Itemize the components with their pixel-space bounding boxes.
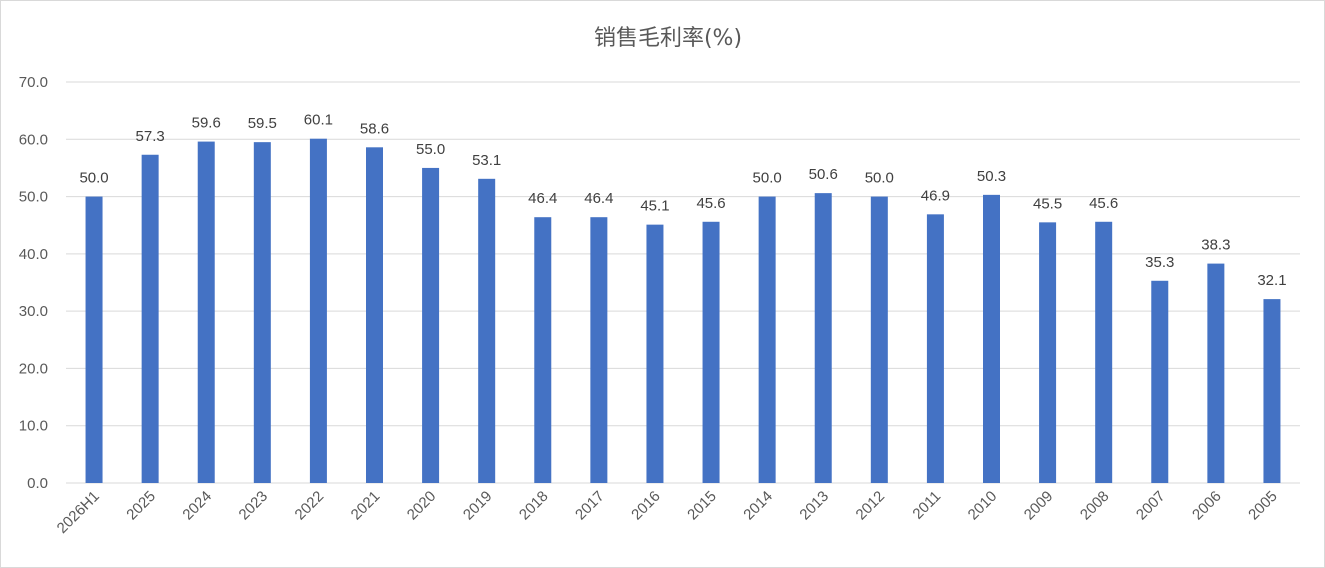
data-label: 45.5 [1033, 195, 1062, 212]
x-tick-label: 2015 [684, 488, 720, 524]
bar [1095, 221, 1113, 483]
bar [1039, 222, 1057, 483]
x-tick-label: 2017 [572, 488, 608, 524]
y-tick-label: 10.0 [19, 418, 48, 435]
x-axis-ticks: 2026H1 2025 2024 2023 2022 2021 2020 2019 2018 20… [54, 488, 1281, 537]
bar [1207, 263, 1225, 483]
bar [983, 194, 1000, 484]
x-tick-label: 2018 [516, 488, 552, 524]
data-label: 46.4 [528, 190, 557, 207]
x-tick-label: 2007 [1133, 488, 1169, 524]
y-tick-label: 30.0 [19, 303, 48, 320]
x-tick-label: 2008 [1077, 488, 1113, 524]
x-tick-label: 2006 [1189, 488, 1225, 524]
y-tick-label: 60.0 [19, 131, 48, 148]
bar [1151, 280, 1169, 483]
bar [197, 141, 215, 483]
data-label: 50.0 [753, 170, 782, 187]
data-label: 46.4 [584, 190, 613, 207]
y-tick-label: 50.0 [19, 189, 48, 206]
bar [814, 193, 832, 484]
bar [1263, 299, 1281, 483]
y-axis-ticks: 0.0 10.0 20.0 30.0 40.0 50.0 60.0 70.0 [19, 74, 48, 492]
bar [422, 167, 440, 483]
gridlines [66, 81, 1300, 484]
x-tick-label: 2016 [628, 488, 664, 524]
data-label: 50.0 [865, 170, 894, 187]
x-tick-label: 2014 [740, 488, 776, 524]
x-tick-label: 2009 [1021, 488, 1057, 524]
bar [253, 142, 271, 483]
data-label: 59.6 [192, 115, 221, 132]
data-label: 45.6 [696, 195, 725, 212]
bar [926, 214, 944, 483]
x-tick-label: 2010 [965, 488, 1001, 524]
x-tick-label: 2012 [853, 488, 889, 524]
x-tick-label: 2022 [292, 488, 328, 524]
x-tick-label: 2021 [348, 488, 384, 524]
data-labels: 50.0 57.3 59.6 59.5 60.1 58.6 55.0 53.1 46.4 46.4… [79, 112, 1286, 289]
data-label: 50.0 [79, 170, 108, 187]
data-label: 35.3 [1145, 254, 1174, 271]
data-label: 55.0 [416, 141, 445, 158]
bar [85, 196, 103, 484]
data-label: 58.6 [360, 120, 389, 137]
x-tick-label: 2011 [909, 488, 944, 523]
data-label: 45.6 [1089, 195, 1118, 212]
bar [534, 217, 552, 484]
y-tick-label: 0.0 [27, 475, 48, 492]
x-tick-label: 2024 [179, 488, 215, 524]
data-label: 38.3 [1201, 237, 1230, 254]
x-tick-label: 2013 [796, 488, 832, 524]
y-tick-label: 70.0 [19, 74, 48, 91]
bar [702, 221, 720, 483]
data-label: 60.1 [304, 112, 333, 129]
bar [646, 224, 664, 484]
bars [85, 138, 1281, 484]
bar [590, 217, 608, 484]
bar [870, 196, 888, 484]
y-tick-label: 40.0 [19, 246, 48, 263]
data-label: 50.3 [977, 168, 1006, 185]
data-label: 32.1 [1257, 272, 1286, 289]
chart-title: 销售毛利率(%) [594, 26, 742, 51]
data-label: 45.1 [640, 198, 669, 215]
data-label: 53.1 [472, 152, 501, 169]
data-label: 46.9 [921, 187, 950, 204]
bar [478, 178, 496, 483]
data-label: 59.5 [248, 115, 277, 132]
data-label: 50.6 [809, 166, 838, 183]
bar [758, 196, 776, 484]
bar [309, 138, 327, 483]
x-tick-label: 2025 [123, 488, 159, 524]
y-tick-label: 20.0 [19, 360, 48, 377]
data-label: 57.3 [136, 128, 165, 145]
x-tick-label: 2026H1 [54, 488, 103, 537]
x-tick-label: 2020 [404, 488, 440, 524]
x-tick-label: 2019 [460, 488, 496, 524]
x-tick-label: 2005 [1245, 488, 1281, 524]
bar [366, 147, 383, 483]
bar [141, 154, 159, 483]
x-tick-label: 2023 [236, 488, 272, 524]
